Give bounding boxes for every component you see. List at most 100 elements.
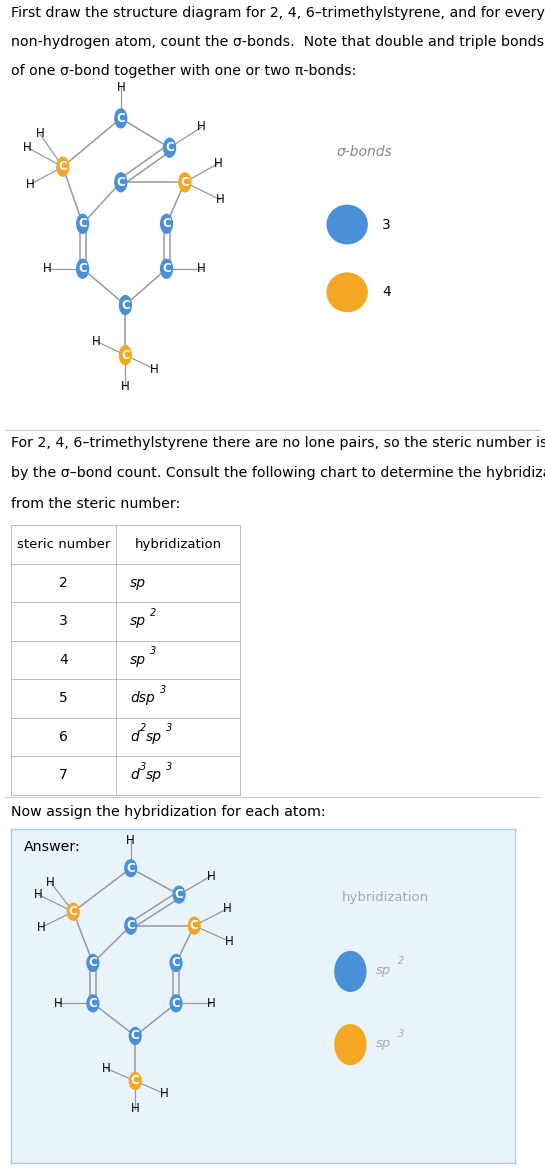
- Text: 2: 2: [140, 723, 147, 734]
- Ellipse shape: [124, 917, 137, 935]
- Ellipse shape: [114, 172, 128, 192]
- Ellipse shape: [56, 157, 69, 177]
- Ellipse shape: [163, 137, 176, 158]
- Text: C: C: [88, 956, 97, 969]
- Text: 5: 5: [59, 691, 68, 706]
- Ellipse shape: [76, 259, 89, 279]
- Text: by the σ–bond count. Consult the following chart to determine the hybridization: by the σ–bond count. Consult the followi…: [11, 466, 545, 481]
- Text: C: C: [131, 1075, 140, 1088]
- Text: of one σ-bond together with one or two π-bonds:: of one σ-bond together with one or two π…: [11, 63, 356, 77]
- Text: H: H: [223, 902, 232, 915]
- Text: C: C: [165, 142, 174, 155]
- Text: C: C: [69, 905, 77, 918]
- Text: Answer:: Answer:: [23, 840, 80, 854]
- Text: from the steric number:: from the steric number:: [11, 497, 180, 511]
- Circle shape: [326, 272, 368, 312]
- Text: hybridization: hybridization: [135, 538, 222, 551]
- Text: H: H: [102, 1062, 111, 1075]
- Text: steric number: steric number: [17, 538, 110, 551]
- Text: 3: 3: [59, 614, 68, 628]
- Ellipse shape: [124, 859, 137, 878]
- Text: H: H: [126, 833, 135, 847]
- Ellipse shape: [86, 994, 99, 1013]
- Text: C: C: [162, 217, 171, 230]
- Ellipse shape: [169, 994, 183, 1013]
- Text: C: C: [121, 299, 130, 312]
- Text: H: H: [117, 81, 125, 94]
- Text: C: C: [78, 217, 87, 230]
- Text: C: C: [58, 161, 67, 173]
- Ellipse shape: [173, 886, 186, 904]
- Text: C: C: [172, 956, 180, 969]
- Text: dsp: dsp: [130, 691, 155, 706]
- Text: C: C: [126, 919, 135, 932]
- Text: First draw the structure diagram for 2, 4, 6–trimethylstyrene, and for every: First draw the structure diagram for 2, …: [11, 6, 545, 20]
- Text: H: H: [37, 921, 46, 934]
- Text: d: d: [130, 730, 138, 744]
- Text: Now assign the hybridization for each atom:: Now assign the hybridization for each at…: [11, 805, 325, 818]
- Text: sp: sp: [130, 653, 146, 667]
- Text: C: C: [121, 349, 130, 362]
- Text: 6: 6: [59, 730, 68, 744]
- Text: C: C: [131, 1029, 140, 1042]
- Text: C: C: [190, 919, 198, 932]
- Text: H: H: [46, 875, 55, 888]
- Ellipse shape: [86, 954, 99, 972]
- Text: 4: 4: [59, 653, 68, 667]
- Text: H: H: [54, 997, 63, 1010]
- Ellipse shape: [160, 213, 173, 234]
- Circle shape: [334, 1024, 367, 1065]
- Text: σ-bonds: σ-bonds: [337, 145, 392, 159]
- Text: 3: 3: [398, 1029, 404, 1040]
- Text: H: H: [23, 142, 32, 155]
- Text: H: H: [216, 193, 225, 206]
- Text: For 2, 4, 6–trimethylstyrene there are no lone pairs, so the steric number is gi: For 2, 4, 6–trimethylstyrene there are n…: [11, 436, 545, 450]
- Text: sp: sp: [146, 769, 162, 783]
- Text: H: H: [150, 362, 159, 375]
- Ellipse shape: [129, 1072, 142, 1090]
- Text: d: d: [130, 769, 138, 783]
- Text: H: H: [26, 177, 35, 191]
- Text: H: H: [197, 263, 206, 275]
- Text: H: H: [207, 870, 215, 883]
- Text: 3: 3: [383, 218, 391, 232]
- Text: non-hydrogen atom, count the σ-bonds.  Note that double and triple bonds consist: non-hydrogen atom, count the σ-bonds. No…: [11, 35, 545, 49]
- Ellipse shape: [160, 259, 173, 279]
- Text: 3: 3: [160, 684, 167, 695]
- Text: C: C: [180, 176, 189, 189]
- Text: H: H: [121, 380, 130, 393]
- Text: H: H: [197, 121, 206, 134]
- Text: 3: 3: [166, 762, 172, 772]
- Circle shape: [326, 205, 368, 245]
- Text: C: C: [162, 263, 171, 275]
- Circle shape: [334, 950, 367, 992]
- Text: H: H: [92, 335, 101, 348]
- Text: H: H: [214, 157, 223, 170]
- Ellipse shape: [119, 345, 132, 366]
- Ellipse shape: [178, 172, 191, 192]
- Text: H: H: [34, 888, 43, 901]
- Text: 2: 2: [398, 956, 404, 966]
- Text: H: H: [43, 263, 52, 275]
- Text: 3: 3: [150, 647, 156, 656]
- Text: 7: 7: [59, 769, 68, 783]
- Text: 2: 2: [59, 575, 68, 590]
- Text: H: H: [131, 1103, 140, 1116]
- Ellipse shape: [66, 902, 80, 921]
- Text: sp: sp: [146, 730, 162, 744]
- Text: sp: sp: [376, 963, 391, 976]
- Text: sp: sp: [376, 1037, 391, 1050]
- Text: 3: 3: [140, 762, 147, 772]
- Ellipse shape: [119, 295, 132, 315]
- Text: H: H: [207, 997, 215, 1010]
- Text: C: C: [126, 861, 135, 874]
- Ellipse shape: [76, 213, 89, 234]
- Text: H: H: [160, 1086, 168, 1099]
- Text: H: H: [35, 128, 44, 141]
- Text: 3: 3: [166, 723, 172, 734]
- Text: 4: 4: [383, 285, 391, 299]
- Text: hybridization: hybridization: [341, 892, 428, 905]
- Text: C: C: [172, 997, 180, 1010]
- Text: H: H: [225, 935, 233, 948]
- Ellipse shape: [129, 1027, 142, 1045]
